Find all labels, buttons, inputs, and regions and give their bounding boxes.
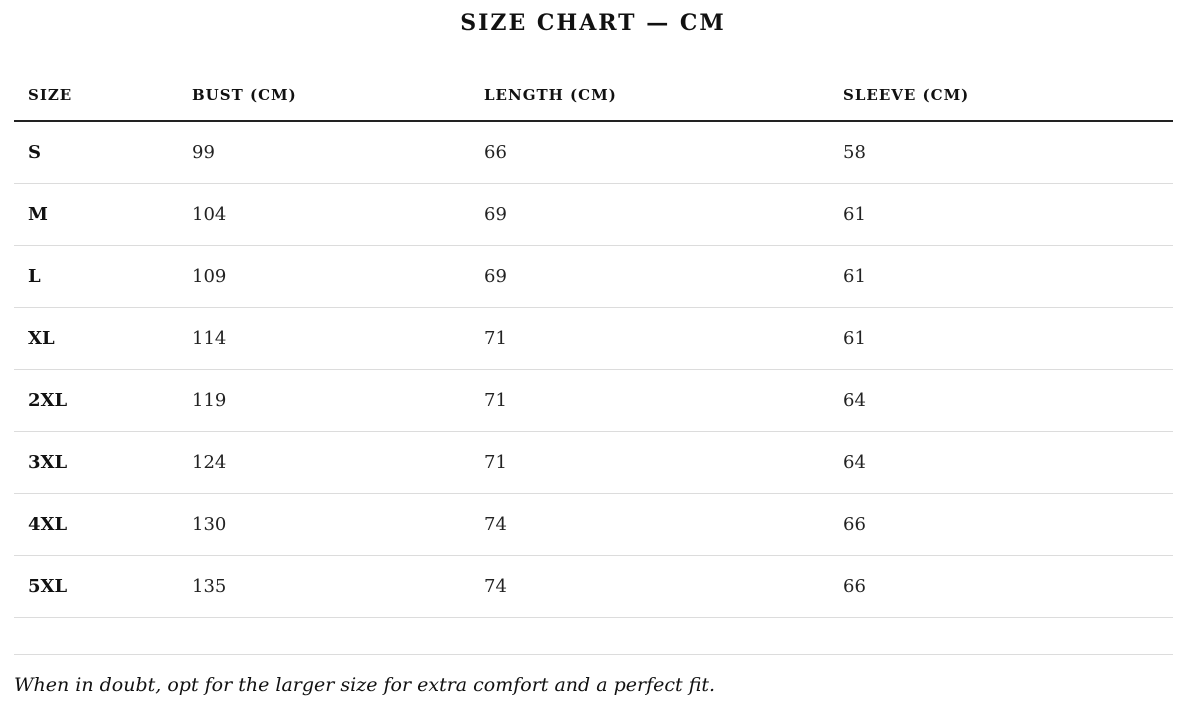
- header-sleeve: SLEEVE (CM): [843, 86, 970, 104]
- sleeve-cell: 58: [843, 142, 866, 163]
- length-cell: 69: [484, 204, 507, 225]
- sleeve-cell: 66: [843, 576, 866, 597]
- size-cell: XL: [28, 328, 55, 349]
- length-cell: 66: [484, 142, 507, 163]
- bust-cell: 119: [192, 390, 227, 411]
- bust-cell: 114: [192, 328, 227, 349]
- sleeve-cell: 64: [843, 390, 866, 411]
- table-row: M 104 69 61: [14, 184, 1173, 246]
- size-cell: 4XL: [28, 514, 68, 535]
- bust-cell: 135: [192, 576, 227, 597]
- size-cell: L: [28, 266, 41, 287]
- length-cell: 74: [484, 576, 507, 597]
- table-header-row: SIZE BUST (CM) LENGTH (CM) SLEEVE (CM): [14, 66, 1173, 122]
- length-cell: 71: [484, 452, 507, 473]
- bust-cell: 109: [192, 266, 227, 287]
- page-title: SIZE CHART — CM: [460, 10, 726, 36]
- size-cell: 5XL: [28, 576, 68, 597]
- sleeve-cell: 61: [843, 266, 866, 287]
- size-cell: 2XL: [28, 390, 68, 411]
- length-cell: 71: [484, 328, 507, 349]
- bust-cell: 130: [192, 514, 227, 535]
- size-cell: S: [28, 142, 41, 163]
- header-length: LENGTH (CM): [484, 86, 617, 104]
- table-row: XL 114 71 61: [14, 308, 1173, 370]
- size-cell: M: [28, 204, 48, 225]
- table-footer-divider: [14, 618, 1173, 655]
- table-row: 4XL 130 74 66: [14, 494, 1173, 556]
- bust-cell: 104: [192, 204, 227, 225]
- table-row: S 99 66 58: [14, 122, 1173, 184]
- bust-cell: 124: [192, 452, 227, 473]
- sleeve-cell: 66: [843, 514, 866, 535]
- length-cell: 71: [484, 390, 507, 411]
- sleeve-cell: 61: [843, 328, 866, 349]
- table-row: 5XL 135 74 66: [14, 556, 1173, 618]
- table-row: 2XL 119 71 64: [14, 370, 1173, 432]
- header-bust: BUST (CM): [192, 86, 297, 104]
- sleeve-cell: 61: [843, 204, 866, 225]
- fit-advice-note: When in doubt, opt for the larger size f…: [14, 674, 716, 696]
- sleeve-cell: 64: [843, 452, 866, 473]
- size-chart-table: SIZE BUST (CM) LENGTH (CM) SLEEVE (CM) S…: [14, 66, 1173, 655]
- size-cell: 3XL: [28, 452, 68, 473]
- header-size: SIZE: [28, 86, 73, 104]
- table-row: 3XL 124 71 64: [14, 432, 1173, 494]
- length-cell: 74: [484, 514, 507, 535]
- length-cell: 69: [484, 266, 507, 287]
- table-row: L 109 69 61: [14, 246, 1173, 308]
- bust-cell: 99: [192, 142, 215, 163]
